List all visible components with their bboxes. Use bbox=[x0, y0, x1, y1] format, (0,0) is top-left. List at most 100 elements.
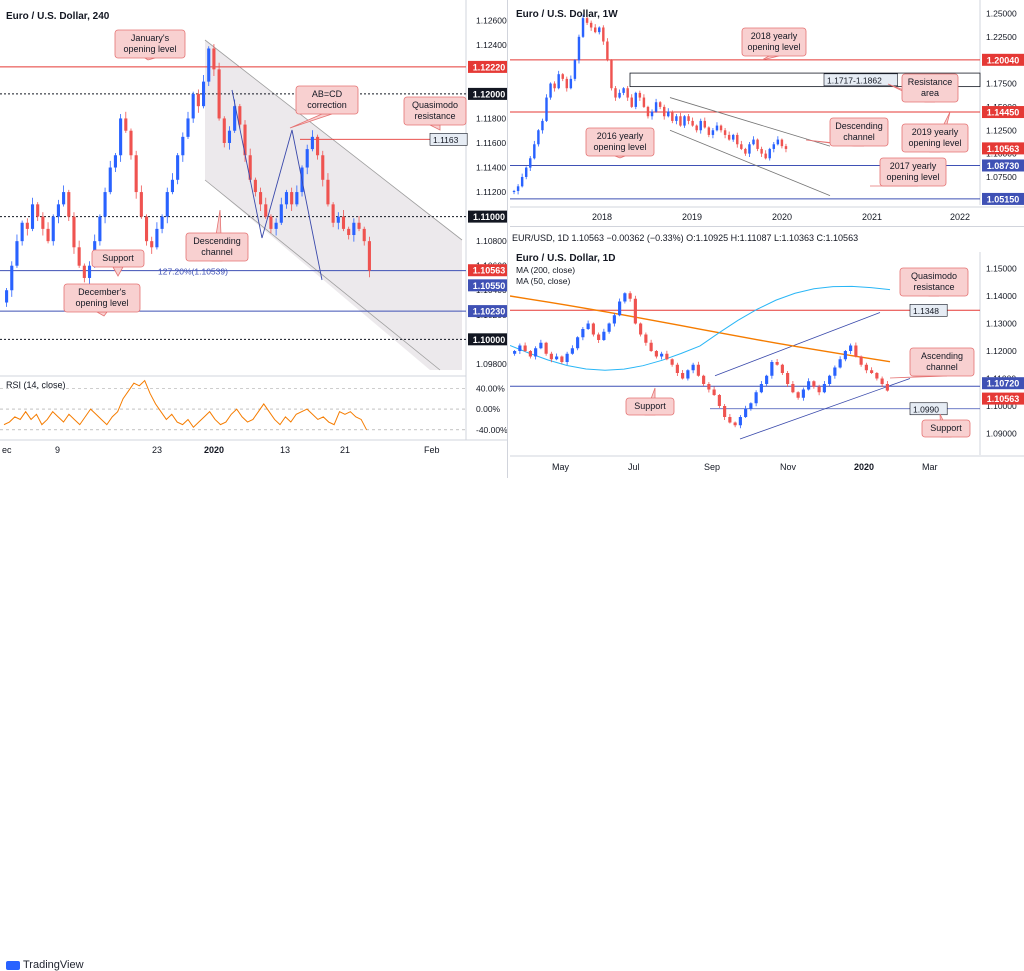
x-tick-label: 2022 bbox=[950, 212, 970, 222]
y-tick-label: 1.12500 bbox=[986, 125, 1017, 135]
candle-4h bbox=[316, 136, 320, 156]
candle-1d bbox=[560, 356, 564, 362]
fib-extension-label: 127.20%(1.10539) bbox=[158, 267, 228, 277]
candle-1d bbox=[807, 381, 811, 390]
tradingview-logo[interactable]: TradingView bbox=[6, 959, 84, 971]
candle-1d bbox=[565, 353, 569, 362]
candle-4h bbox=[352, 222, 356, 236]
x-tick-label: 2021 bbox=[862, 212, 882, 222]
candle-4h bbox=[279, 204, 283, 223]
candle-4h bbox=[72, 216, 76, 248]
candle-1d bbox=[723, 406, 727, 417]
candle-1d bbox=[555, 356, 559, 360]
candle-1d bbox=[633, 298, 637, 324]
candle-4h bbox=[259, 192, 263, 205]
candle-4h bbox=[176, 155, 180, 180]
symbol-line: EUR/USD, 1D 1.10563 −0.00362 (−0.33%) O:… bbox=[512, 233, 858, 243]
candle-1d bbox=[691, 364, 695, 371]
candle-1d bbox=[586, 323, 590, 329]
candle-1d bbox=[770, 362, 774, 376]
candle-1w bbox=[687, 116, 690, 121]
callout-quasimodo: Quasimodo bbox=[911, 271, 957, 281]
x-tick-label: 2019 bbox=[682, 212, 702, 222]
callout-desc-channel: channel bbox=[843, 132, 875, 142]
candle-1d bbox=[602, 331, 606, 340]
candle-1d bbox=[712, 389, 716, 395]
callout-quasimodo: resistance bbox=[414, 111, 455, 121]
chart-title: Euro / U.S. Dollar, 1D bbox=[516, 253, 615, 264]
candle-1w bbox=[569, 78, 573, 89]
price-label: 1.12000 bbox=[473, 89, 506, 99]
price-label: 1.11000 bbox=[473, 212, 505, 222]
channel-upper-line bbox=[714, 312, 881, 377]
price-label-bg bbox=[468, 264, 510, 277]
candle-4h bbox=[36, 204, 40, 217]
chart-1w-svg[interactable]: 1.250001.225001.200001.175001.150001.125… bbox=[510, 0, 1024, 226]
x-tick-label: 2020 bbox=[854, 462, 874, 472]
candle-1d bbox=[665, 353, 669, 360]
callout-2018: 2018 yearly bbox=[751, 31, 798, 41]
x-tick-label: ec bbox=[2, 445, 12, 455]
candle-1w bbox=[634, 92, 638, 107]
callout-december: opening level bbox=[75, 298, 128, 308]
candle-1d bbox=[728, 417, 732, 423]
candle-1w bbox=[614, 88, 617, 98]
y-tick-label: 1.07500 bbox=[986, 172, 1017, 182]
candle-1w bbox=[699, 120, 702, 131]
candle-4h bbox=[248, 155, 252, 180]
candle-1d bbox=[812, 381, 816, 387]
callout-january: opening level bbox=[123, 44, 176, 54]
chart-1d-svg[interactable]: EUR/USD, 1D 1.10563 −0.00362 (−0.33%) O:… bbox=[509, 230, 1024, 478]
candle-1d bbox=[702, 375, 706, 384]
candle-4h bbox=[119, 118, 123, 156]
candle-4h bbox=[212, 48, 216, 70]
callout-2018: opening level bbox=[747, 42, 800, 52]
candle-1w bbox=[723, 130, 727, 135]
candle-1d bbox=[854, 345, 858, 357]
chart-4h-svg[interactable]: 1.126001.124001.122001.120001.118001.116… bbox=[0, 0, 510, 478]
candle-1w bbox=[776, 139, 780, 145]
candle-4h bbox=[201, 81, 206, 107]
candle-4h bbox=[367, 241, 371, 271]
candle-1d bbox=[539, 342, 543, 349]
candle-1d bbox=[570, 348, 574, 354]
y-tick-label: 1.12400 bbox=[476, 40, 507, 50]
y-tick-label: 1.11200 bbox=[476, 187, 506, 197]
rsi-label: RSI (14, close) bbox=[6, 380, 66, 390]
candle-4h bbox=[305, 149, 309, 168]
candle-1d bbox=[744, 408, 748, 417]
price-label-bg bbox=[982, 159, 1024, 172]
candle-4h bbox=[264, 204, 268, 217]
callout-support: Support bbox=[102, 253, 134, 263]
price-label: 1.08730 bbox=[987, 161, 1020, 171]
candle-4h bbox=[20, 222, 24, 242]
candle-1d bbox=[707, 384, 711, 390]
callout-2018-box bbox=[741, 27, 807, 57]
candle-1d bbox=[660, 353, 664, 357]
y-tick-label: 1.12600 bbox=[476, 15, 507, 25]
candle-1w bbox=[740, 144, 743, 149]
candle-4h bbox=[113, 155, 117, 168]
candle-4h bbox=[108, 167, 112, 193]
candle-4h bbox=[357, 222, 361, 229]
level-1163-bg bbox=[429, 133, 468, 146]
callout-quasimodo: resistance bbox=[913, 282, 954, 292]
candle-4h bbox=[341, 216, 346, 229]
channel-lower-line bbox=[204, 179, 441, 371]
candle-1d bbox=[528, 351, 532, 357]
price-label-bg bbox=[982, 392, 1024, 405]
candle-1w bbox=[695, 125, 698, 131]
candle-4h bbox=[15, 241, 19, 266]
candle-4h bbox=[5, 290, 9, 303]
candle-1w bbox=[654, 102, 658, 112]
candle-4h bbox=[10, 265, 14, 291]
candle-1d bbox=[759, 384, 763, 393]
channel-lower-line bbox=[739, 378, 911, 440]
ma50-line bbox=[509, 285, 891, 371]
candle-1d bbox=[849, 345, 853, 351]
y-tick-label: 1.11800 bbox=[476, 113, 506, 123]
y-tick-label: 1.10000 bbox=[986, 401, 1017, 411]
x-tick-label: 2020 bbox=[772, 212, 792, 222]
candle-1w bbox=[553, 83, 556, 89]
candle-4h bbox=[144, 216, 149, 242]
